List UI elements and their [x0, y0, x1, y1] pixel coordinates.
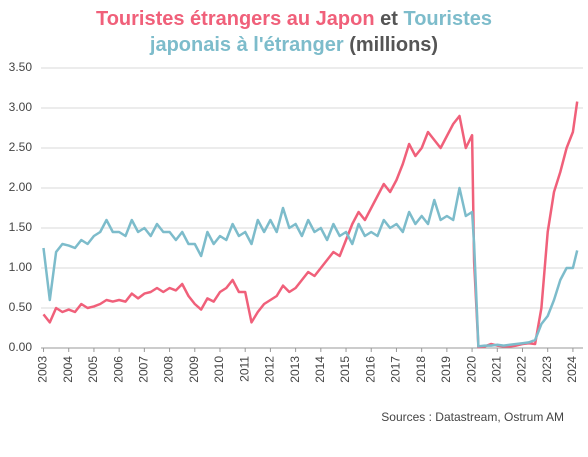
x-tick-label: 2018 — [414, 356, 428, 383]
x-tick-label: 2019 — [439, 356, 453, 383]
x-tick-label: 2024 — [565, 356, 579, 383]
x-tick-label: 2021 — [489, 356, 503, 383]
y-tick-label: 0.00 — [9, 340, 33, 354]
x-tick-label: 2013 — [288, 356, 302, 383]
y-tick-label: 2.50 — [9, 140, 33, 154]
source-note: Sources : Datastream, Ostrum AM — [381, 410, 564, 424]
y-tick-label: 3.00 — [9, 100, 33, 114]
x-tick-label: 2009 — [187, 356, 201, 383]
x-tick-label: 2022 — [515, 356, 529, 383]
title-part: et — [380, 8, 398, 30]
x-tick-label: 2005 — [86, 356, 100, 383]
x-tick-label: 2011 — [237, 356, 251, 382]
title-part: (millions) — [349, 34, 439, 56]
x-tick-label: 2012 — [263, 356, 277, 383]
title-part: Touristes japonais à l'étranger — [149, 8, 493, 56]
x-tick-label: 2016 — [363, 356, 377, 383]
y-tick-label: 2.00 — [9, 180, 33, 194]
x-tick-label: 2015 — [338, 356, 352, 383]
y-tick-label: 1.50 — [9, 220, 33, 234]
series-line — [42, 186, 579, 348]
x-tick-label: 2017 — [389, 356, 403, 383]
x-tick-label: 2014 — [313, 356, 327, 383]
x-tick-label: 2007 — [137, 356, 151, 383]
x-tick-label: 2008 — [162, 356, 176, 383]
chart-title: Touristes étrangers au Japon et Touriste… — [84, 6, 504, 58]
x-tick-label: 2020 — [464, 356, 478, 383]
x-tick-label: 2010 — [212, 356, 226, 383]
x-tick-label: 2006 — [111, 356, 125, 383]
y-tick-label: 1.00 — [9, 260, 33, 274]
x-tick-label: 2023 — [540, 356, 554, 383]
y-tick-label: 3.50 — [9, 60, 33, 74]
y-tick-label: 0.50 — [9, 300, 33, 314]
title-part: Touristes étrangers au Japon — [95, 8, 375, 30]
x-tick-label: 2003 — [36, 356, 50, 383]
x-tick-label: 2004 — [61, 356, 75, 383]
